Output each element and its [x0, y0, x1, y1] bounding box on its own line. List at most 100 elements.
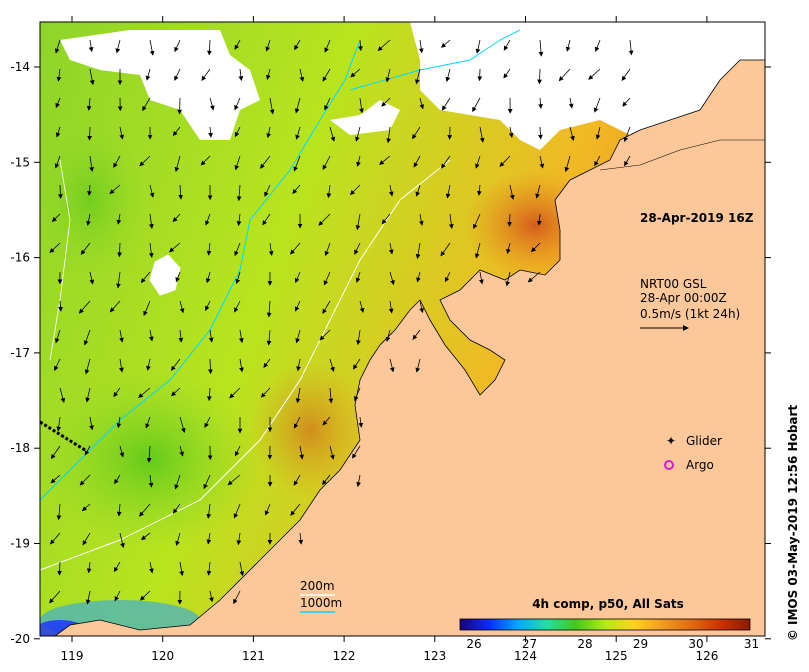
current-vector — [50, 445, 61, 460]
current-vector — [81, 503, 91, 512]
current-vector — [293, 474, 301, 486]
current-vector — [527, 271, 541, 283]
current-vector — [385, 329, 391, 342]
current-vector — [168, 242, 181, 253]
colorbar-tick-label: 30 — [688, 637, 703, 651]
current-vector — [87, 126, 92, 141]
current-vector — [86, 561, 92, 574]
current-vector — [293, 155, 301, 172]
current-vector — [413, 155, 421, 168]
current-vector — [588, 68, 601, 80]
x-tick-label: 122 — [333, 649, 356, 663]
current-vector — [114, 590, 121, 602]
current-vector — [290, 242, 301, 255]
current-vector — [113, 155, 121, 168]
current-vector — [205, 300, 211, 312]
current-vector — [322, 68, 331, 82]
current-vector — [299, 68, 305, 82]
current-vector — [295, 387, 301, 404]
current-vector — [227, 474, 241, 486]
glider-legend-label: Glider — [686, 434, 722, 448]
current-vector — [530, 242, 541, 253]
current-vector — [293, 416, 301, 429]
current-vector — [415, 242, 421, 260]
current-vector — [114, 474, 121, 485]
x-tick-label: 120 — [151, 649, 174, 663]
current-vector — [229, 387, 241, 399]
current-vector — [266, 329, 272, 346]
current-vector — [419, 300, 424, 314]
current-vector — [381, 213, 391, 225]
current-vector — [89, 155, 95, 172]
current-vector — [148, 329, 154, 342]
current-vector — [57, 561, 62, 576]
current-vector — [476, 184, 482, 196]
current-vector — [234, 242, 241, 257]
current-vector — [113, 387, 121, 398]
colorbar-tick-label: 27 — [522, 637, 537, 651]
current-vector — [298, 532, 304, 545]
current-vector — [139, 503, 151, 517]
current-vector — [356, 155, 361, 167]
current-vector — [507, 213, 512, 227]
current-vector — [209, 97, 215, 111]
current-vector — [56, 503, 62, 521]
current-vector — [326, 184, 332, 199]
current-vector — [416, 271, 421, 283]
current-vector — [354, 387, 361, 402]
current-vector — [441, 155, 451, 169]
current-vector — [294, 39, 301, 51]
current-vector — [51, 213, 61, 222]
current-vector — [109, 300, 121, 313]
current-vector — [175, 271, 181, 283]
current-vector — [59, 387, 66, 403]
colorbar-tick-label: 26 — [466, 637, 481, 651]
current-vector — [208, 126, 213, 138]
current-vector — [294, 300, 301, 312]
current-vector — [86, 213, 91, 226]
current-vector — [206, 242, 212, 256]
current-vector — [207, 39, 212, 56]
current-vector — [538, 97, 543, 109]
current-vector — [239, 358, 244, 373]
argo-legend-label: Argo — [686, 458, 714, 472]
land-mass — [54, 59, 765, 636]
y-tick-label: -16 — [10, 251, 30, 265]
current-vector — [55, 97, 61, 109]
current-vector — [505, 271, 511, 287]
current-vector — [386, 126, 391, 144]
current-vector — [56, 416, 62, 432]
current-vector — [475, 39, 481, 54]
current-vector — [172, 126, 181, 137]
current-vector — [441, 97, 451, 111]
current-vector — [83, 329, 91, 346]
current-vector — [503, 39, 511, 51]
current-vector — [234, 155, 241, 171]
current-vector — [377, 39, 391, 52]
current-vector — [473, 213, 481, 230]
current-vector — [415, 358, 421, 373]
current-vector — [355, 213, 361, 231]
current-vector — [295, 126, 301, 140]
current-vector — [268, 242, 274, 256]
current-vector — [538, 126, 543, 140]
current-vector — [294, 97, 301, 114]
current-vector — [239, 561, 245, 577]
current-vector — [389, 358, 395, 373]
current-vector — [116, 416, 122, 429]
contour-1000m-label: 1000m — [300, 596, 342, 610]
current-vector — [148, 213, 154, 229]
current-vector — [119, 358, 124, 373]
current-vector — [594, 39, 601, 52]
current-vectors — [49, 39, 634, 605]
current-vector — [299, 445, 304, 460]
current-vector — [266, 126, 272, 139]
current-vector — [146, 445, 152, 463]
colorbar-tick-label: 31 — [744, 637, 759, 651]
current-vector — [236, 213, 242, 227]
current-vector — [113, 561, 121, 573]
current-vector — [264, 184, 271, 197]
current-vector — [263, 358, 271, 369]
colorbar — [459, 618, 751, 631]
